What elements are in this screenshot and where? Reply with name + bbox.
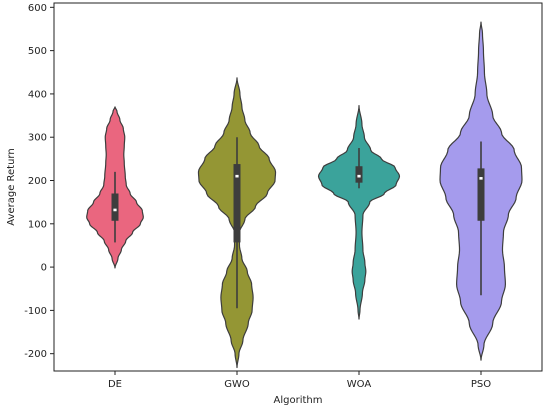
median-pso xyxy=(479,177,483,180)
y-tick-label: 500 xyxy=(28,46,47,57)
y-axis: -200 -100 0 100 200 300 400 500 600 xyxy=(24,3,54,360)
y-tick-label: 400 xyxy=(28,89,47,100)
y-tick-label: -200 xyxy=(24,349,47,360)
y-tick-label: 100 xyxy=(28,219,47,230)
iqr-box-woa xyxy=(355,166,363,183)
x-tick-label: WOA xyxy=(347,379,372,390)
iqr-box-de xyxy=(111,193,119,221)
x-axis-title: Algorithm xyxy=(274,395,323,406)
y-tick-label: 600 xyxy=(28,3,47,14)
iqr-box-gwo xyxy=(233,164,241,243)
y-tick-label: 200 xyxy=(28,176,47,187)
plot-frame xyxy=(53,2,543,372)
violin-woa xyxy=(317,105,401,320)
y-tick-label: 300 xyxy=(28,133,47,144)
median-woa xyxy=(357,174,361,178)
x-axis: DE GWO WOA PSO xyxy=(108,371,491,390)
iqr-box-pso xyxy=(477,168,485,221)
y-tick-label: 0 xyxy=(41,263,47,274)
median-gwo xyxy=(235,174,239,178)
boxplots-layer xyxy=(111,137,485,309)
x-tick-label: GWO xyxy=(224,379,250,390)
x-tick-label: DE xyxy=(108,379,122,390)
y-tick-label: -100 xyxy=(24,306,47,317)
median-de xyxy=(113,208,117,212)
y-axis-title: Average Return xyxy=(6,148,17,225)
x-tick-label: PSO xyxy=(471,379,491,390)
